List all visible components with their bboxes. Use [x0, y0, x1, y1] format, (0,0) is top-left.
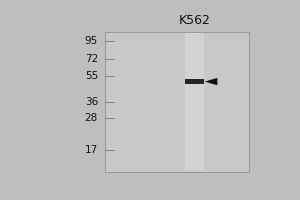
Text: 55: 55	[85, 71, 98, 81]
Polygon shape	[205, 78, 218, 85]
Bar	[185, 33, 204, 170]
Text: 72: 72	[85, 54, 98, 64]
Bar	[105, 32, 249, 172]
Text: K562: K562	[178, 14, 210, 27]
Bar	[185, 79, 204, 84]
Text: 36: 36	[85, 97, 98, 107]
Text: 17: 17	[85, 145, 98, 155]
Text: 28: 28	[85, 113, 98, 123]
Text: 95: 95	[85, 36, 98, 46]
